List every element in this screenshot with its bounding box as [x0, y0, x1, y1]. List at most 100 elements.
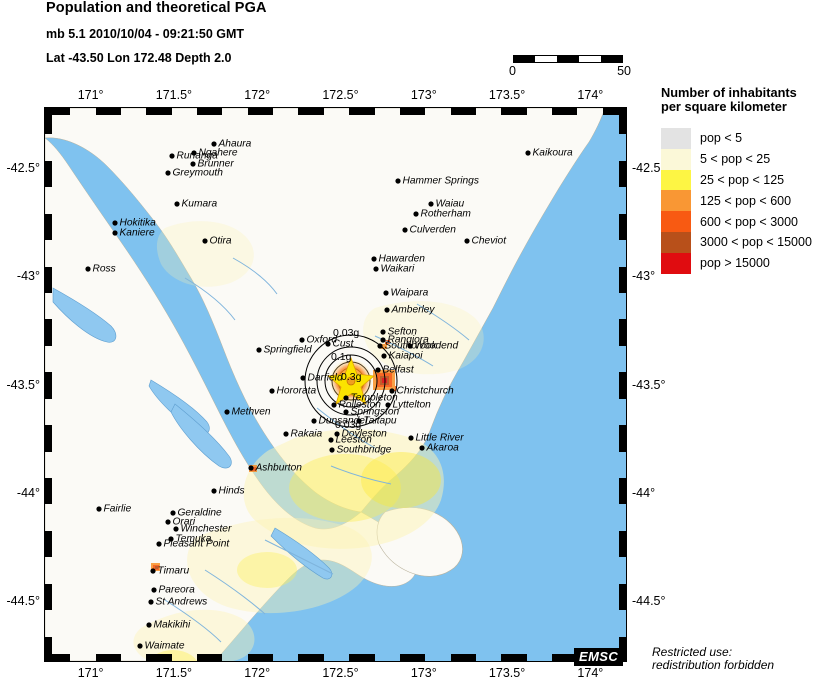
lat-tick-label: -43° — [632, 269, 656, 284]
city-marker — [165, 170, 171, 176]
city-label: Belfast — [383, 365, 415, 376]
lon-tick-label: 171.5° — [155, 666, 193, 680]
city-label: Akaroa — [426, 443, 460, 454]
city-label: Rangiora — [388, 335, 430, 346]
city-marker — [96, 506, 102, 512]
city-marker — [191, 150, 197, 156]
city-label: Fairlie — [104, 504, 132, 515]
city-marker — [112, 230, 118, 236]
city-label: Doyleston — [342, 429, 388, 440]
city-marker — [269, 388, 275, 394]
legend-label: 3000 < pop < 15000 — [700, 235, 812, 250]
legend-row: 25 < pop < 125 — [661, 169, 821, 191]
legend-row: 600 < pop < 3000 — [661, 211, 821, 232]
lon-tick-label: 174° — [577, 666, 604, 680]
legend-title-line2: per square kilometer — [661, 99, 787, 114]
lon-tick-label: 172° — [244, 666, 271, 680]
city-marker — [211, 141, 217, 147]
city-label: Woodend — [415, 341, 459, 352]
city-label: Ashburton — [255, 463, 303, 474]
city-marker — [300, 375, 306, 381]
city-marker — [211, 488, 217, 494]
city-marker — [375, 367, 381, 373]
city-marker — [383, 290, 389, 296]
lon-tick-label: 171° — [77, 666, 104, 680]
city-marker — [150, 568, 156, 574]
city-label: Pleasant Point — [164, 539, 231, 550]
city-marker — [311, 418, 317, 424]
legend-row: 5 < pop < 25 — [661, 148, 821, 170]
legend-color-swatch — [661, 169, 691, 191]
city-label: Southbridge — [337, 445, 392, 456]
legend-row: pop < 5 — [661, 128, 821, 149]
city-marker — [464, 238, 470, 244]
city-marker — [408, 435, 414, 441]
city-marker — [334, 431, 340, 437]
city-label: Dunsandel — [319, 416, 368, 427]
lon-tick-label: 173° — [410, 666, 437, 680]
legend-label: 25 < pop < 125 — [700, 172, 785, 187]
city-label: Cheviot — [472, 236, 508, 247]
scale-bar-graphic — [513, 55, 623, 63]
city-marker — [331, 402, 337, 408]
lat-tick-label: -44° — [632, 485, 656, 500]
city-marker — [428, 201, 434, 207]
city-marker — [174, 201, 180, 207]
city-marker — [299, 337, 305, 343]
city-marker — [165, 519, 171, 525]
city-layer: Kaikoura AhauraNgahereRunangaBrunnerGreym… — [85, 139, 573, 652]
map-container[interactable]: 0.03g 0.1g 0.3g 0.03g Kaikoura Ahaura Ngah… — [44, 107, 627, 662]
map-frame[interactable]: 0.03g 0.1g 0.3g 0.03g Kaikoura Ahaura Ngah… — [44, 107, 627, 662]
city-label: Kaniere — [120, 228, 155, 239]
lon-tick-label: 172° — [244, 88, 271, 102]
city-label: Darfield — [308, 373, 343, 384]
city-marker — [380, 337, 386, 343]
legend-label: 600 < pop < 3000 — [700, 214, 799, 229]
scale-max-label: 50 — [617, 64, 631, 78]
city-label: Waikari — [381, 264, 416, 275]
city-label: Culverden — [410, 225, 457, 236]
map-border-top — [45, 108, 626, 115]
city-label: Temuka — [176, 534, 212, 545]
city-marker — [148, 599, 154, 605]
city-marker — [419, 445, 425, 451]
city-label: Kaiapoi — [389, 351, 424, 362]
restricted-line2: redistribution forbidden — [652, 658, 775, 672]
city-label: Waipara — [391, 288, 429, 299]
city-label: St Andrews — [156, 597, 208, 608]
city-marker — [146, 622, 152, 628]
event-location-depth: Lat -43.50 Lon 172.48 Depth 2.0 — [46, 51, 232, 65]
city-label: Rotherham — [421, 209, 472, 220]
map-border-left — [45, 108, 52, 661]
legend-row: 3000 < pop < 15000 — [661, 231, 821, 253]
city-label: Templeton — [351, 393, 399, 404]
city-marker — [343, 395, 349, 401]
city-marker — [395, 178, 401, 184]
lon-tick-label: 173° — [410, 88, 437, 102]
lat-tick-label: -43° — [16, 269, 40, 284]
svg-text:0.3g: 0.3g — [341, 371, 362, 383]
legend-label: pop < 5 — [700, 131, 743, 146]
city-label: Orari — [173, 517, 196, 528]
legend-color-swatch — [661, 211, 691, 232]
lat-tick-label: -42.5° — [632, 160, 666, 175]
city-label: Oxford — [307, 335, 338, 346]
city-label: Lyttelton — [393, 400, 432, 411]
city-label: Runanga — [177, 151, 219, 162]
map-canvas[interactable]: 0.03g 0.1g 0.3g 0.03g Kaikoura AhauraNgah… — [45, 108, 626, 661]
svg-text:0.03g: 0.03g — [333, 327, 359, 339]
city-label: Hororata — [277, 386, 317, 397]
legend-color-swatch — [661, 231, 691, 253]
page-title: Population and theoretical PGA — [46, 0, 267, 16]
city-marker — [112, 220, 118, 226]
city-label: Ross — [93, 264, 116, 275]
city-label: Greymouth — [173, 168, 224, 179]
lat-tick-label: -44.5° — [632, 594, 666, 609]
city-marker — [283, 431, 289, 437]
population-legend: Number of inhabitants per square kilomet… — [661, 86, 821, 274]
city-marker — [170, 510, 176, 516]
city-marker — [325, 341, 331, 347]
city-marker — [329, 447, 335, 453]
city-label: Rolleston — [339, 400, 382, 411]
lat-tick-label: -43.5° — [6, 377, 41, 392]
